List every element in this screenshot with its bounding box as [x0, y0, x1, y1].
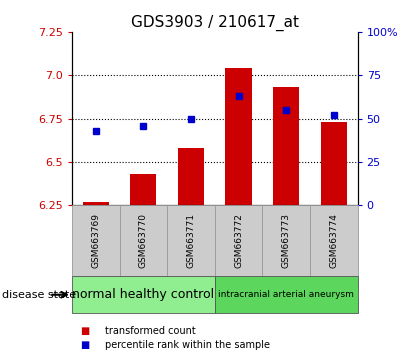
- Text: normal healthy control: normal healthy control: [72, 288, 215, 301]
- Bar: [321, 122, 347, 205]
- Text: GSM663772: GSM663772: [234, 213, 243, 268]
- Text: disease state: disease state: [2, 290, 76, 300]
- Text: ■: ■: [80, 340, 90, 350]
- Bar: [310, 205, 358, 276]
- Bar: [178, 148, 204, 205]
- Title: GDS3903 / 210617_at: GDS3903 / 210617_at: [131, 14, 299, 30]
- Text: intracranial arterial aneurysm: intracranial arterial aneurysm: [218, 290, 354, 299]
- Text: ■: ■: [80, 326, 90, 336]
- Text: GSM663773: GSM663773: [282, 213, 291, 268]
- Text: GSM663770: GSM663770: [139, 213, 148, 268]
- Text: GSM663769: GSM663769: [91, 213, 100, 268]
- Bar: [72, 205, 120, 276]
- Bar: [167, 205, 215, 276]
- Bar: [130, 174, 157, 205]
- Text: transformed count: transformed count: [105, 326, 196, 336]
- Bar: [72, 276, 215, 313]
- Bar: [262, 205, 310, 276]
- Bar: [215, 276, 358, 313]
- Bar: [215, 205, 262, 276]
- Bar: [273, 87, 299, 205]
- Text: GSM663771: GSM663771: [187, 213, 196, 268]
- Bar: [83, 202, 109, 205]
- Text: GSM663774: GSM663774: [329, 213, 338, 268]
- Text: percentile rank within the sample: percentile rank within the sample: [105, 340, 270, 350]
- Bar: [226, 68, 252, 205]
- Bar: [120, 205, 167, 276]
